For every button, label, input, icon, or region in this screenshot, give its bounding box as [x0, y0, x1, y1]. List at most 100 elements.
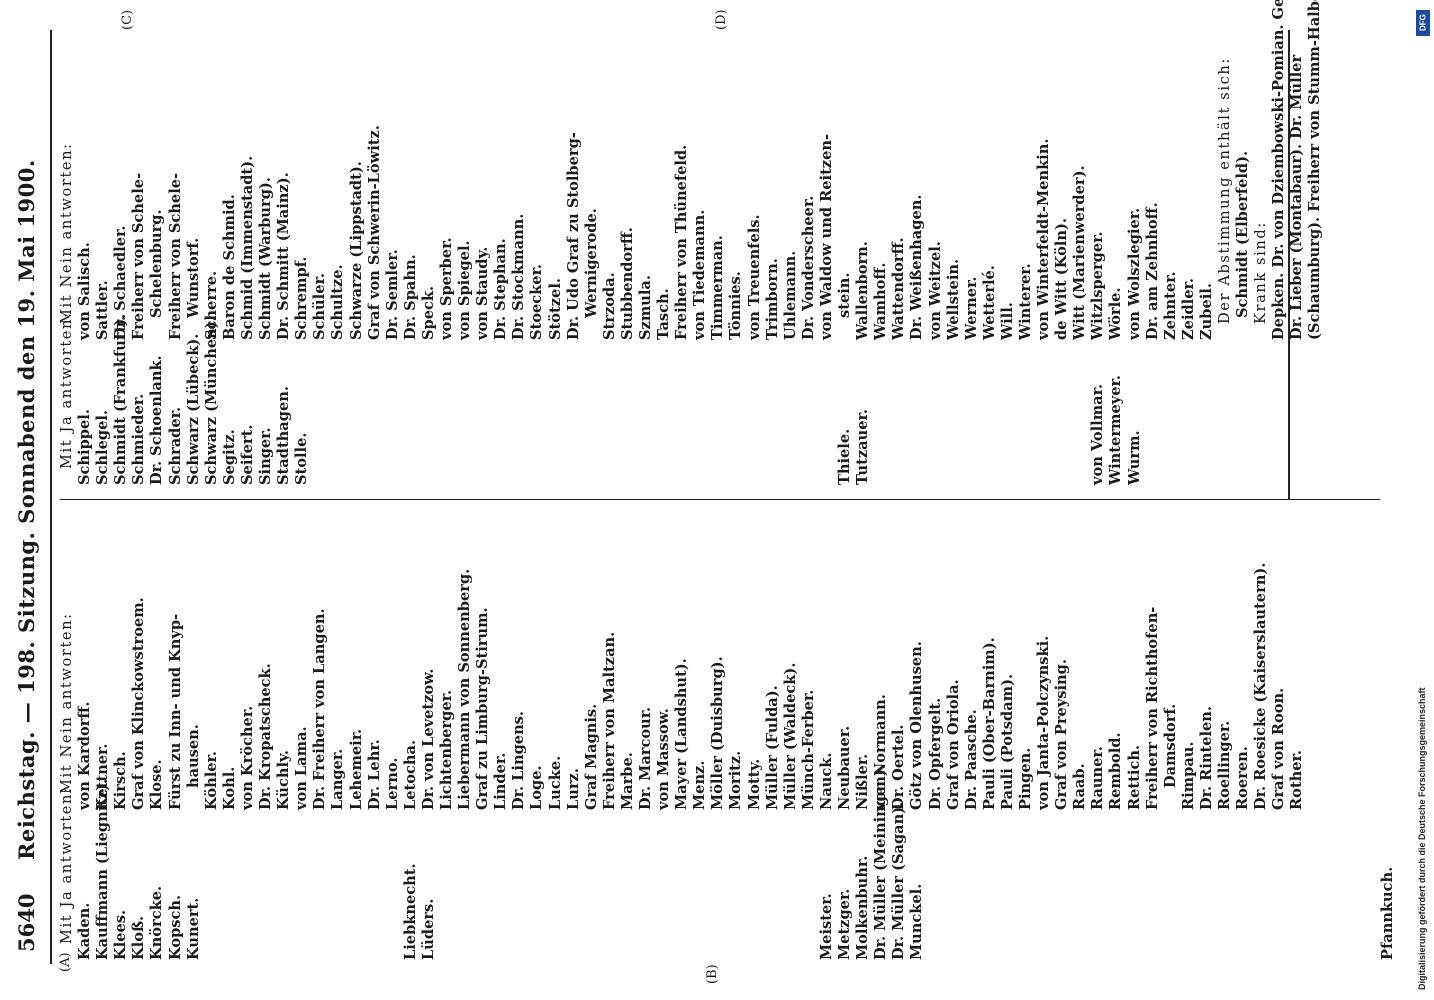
member-name: Lucke. — [546, 755, 564, 810]
member-name: Zehnter. — [1161, 271, 1179, 340]
member-name: Möller (Duisburg). — [709, 656, 727, 810]
member-name: Neubauer. — [836, 725, 854, 810]
member-name: Dr. Udo Graf zu Stolberg- — [564, 132, 582, 340]
member-name: von Salisch. — [76, 242, 94, 340]
member-name: Dr. Schmitt (Mainz). — [275, 172, 293, 340]
member-name: Marbe. — [618, 752, 636, 810]
member-name: Krank sind: — [1252, 221, 1270, 324]
member-name: Dr. Lingens. — [510, 711, 528, 810]
member-name: Dr. Roesicke (Kaiserslautern). — [1252, 562, 1270, 810]
member-name: von Weitzel. — [926, 241, 944, 340]
member-name: Münch-Ferber. — [799, 689, 817, 810]
member-name: Der Abstimmung enthält sich: — [1216, 57, 1233, 324]
member-name: Werner. — [962, 276, 980, 341]
member-name: Rimpau. — [1179, 741, 1197, 810]
member-name: Graf Magnis. — [582, 703, 600, 810]
member-name: Uhlemann. — [781, 250, 799, 340]
member-name: Schmidt (Elberfeld). — [1234, 150, 1252, 318]
member-name: Pingen. — [1016, 747, 1034, 810]
member-name: Freiherr von Schele- — [166, 172, 184, 340]
member-name: Sattler. — [94, 280, 112, 340]
member-name: von Kröcher. — [238, 705, 256, 810]
member-name: Nauck. — [817, 752, 835, 810]
member-name: Schmidt (Warburg). — [257, 177, 275, 340]
member-name: Dr. Semler. — [383, 249, 401, 340]
member-name: von Treuenfels. — [745, 214, 763, 340]
member-name: Schüler. — [311, 273, 329, 340]
member-name: Graf von Schwerin-Löwitz. — [365, 125, 383, 340]
member-name: von Janta-Polczynski. — [1035, 635, 1053, 810]
page-number: 5640 — [14, 893, 39, 952]
member-name: Rauner. — [1089, 746, 1107, 810]
blank-line — [1415, 175, 1433, 485]
member-name: Dr. von Levetzow. — [419, 668, 437, 810]
member-name: von Lama. — [293, 726, 311, 810]
member-name: Wallenborn. — [854, 241, 872, 340]
member-name: Freiherr von Maltzan. — [600, 631, 618, 810]
member-name: Schultze. — [329, 264, 347, 340]
member-name: Dr. Oertel. — [890, 724, 908, 810]
member-name: Pauli (Ober-Barnim). — [980, 637, 998, 810]
column-no-votes-right: Mit Nein antworten: von Salisch. Sattler. D… — [58, 0, 1325, 341]
member-name: von Kardorff. — [76, 701, 94, 810]
member-name: Kohl. — [220, 766, 238, 810]
member-name: Dr. Paasche. — [962, 709, 980, 810]
member-name: Graf von Roon. — [1270, 687, 1288, 810]
member-name: Graf von Preysing. — [1053, 659, 1071, 810]
blank-line — [1306, 650, 1324, 960]
member-name: Roeren. — [1234, 746, 1252, 810]
blank-line — [1397, 175, 1415, 485]
member-name: Depken. Dr. von Dziembowski-Pomian. Geck… — [1270, 0, 1288, 340]
blank-line — [1343, 175, 1361, 485]
member-name: Dr. Stockmann. — [510, 213, 528, 340]
member-name: Kirsch. — [112, 751, 130, 810]
member-name: Timmerman. — [709, 235, 727, 340]
member-name: von Spiegel. — [456, 240, 474, 340]
member-name: Nißler. — [854, 753, 872, 810]
member-name: Wörle. — [1107, 287, 1125, 340]
member-name: von Tiedemann. — [691, 209, 709, 340]
member-name: Dr. Freiherr von Langen. — [311, 608, 329, 810]
member-name: Pfannkuch. — [1378, 866, 1396, 960]
member-name: Menz. — [691, 760, 709, 810]
member-name: von Staudy. — [474, 246, 492, 340]
member-name: Wattendorff. — [890, 237, 908, 340]
member-name: Müller (Waldeck). — [781, 662, 799, 810]
member-name: Raab. — [1071, 763, 1089, 810]
member-name: Will. — [998, 302, 1016, 340]
member-name: von Waldow und Reitzen- — [817, 133, 835, 340]
member-name: Winterer. — [1016, 263, 1034, 340]
member-name: Scherre. — [202, 270, 220, 340]
member-name: Dr. Marcour. — [637, 706, 654, 810]
member-name: Zeidler. — [1179, 278, 1197, 340]
member-name: de Witt (Köln). — [1053, 218, 1071, 340]
member-name: Küchly. — [275, 750, 293, 810]
member-name: stein. — [836, 272, 854, 318]
member-name: Dr. Opfergelt. — [926, 697, 944, 810]
dfg-logo: DFG — [1416, 10, 1430, 36]
member-name: Köhler. — [202, 751, 220, 810]
member-name: Freiherr von Richthofen- — [1143, 606, 1161, 810]
member-name: Lehemeir. — [347, 728, 365, 810]
right-bottom-rule — [1288, 30, 1290, 500]
member-name: Wunstorf. — [184, 237, 202, 318]
blank-line — [1325, 650, 1343, 960]
member-name: Dr. am Zehnhoff. — [1143, 202, 1161, 340]
member-name: Roellinger. — [1216, 720, 1233, 810]
member-name: Moritz. — [727, 750, 745, 810]
member-name: Rettich. — [1125, 744, 1143, 810]
member-name: Letocha. — [401, 739, 419, 810]
member-name: Speck. — [419, 285, 437, 340]
member-name: Stubbendorff. — [618, 227, 636, 340]
member-name: Wellstein. — [944, 258, 962, 340]
member-name: Rother. — [1288, 750, 1306, 810]
page-header: 5640 Reichstag. — 198. Sitzung. Sonnaben… — [12, 20, 52, 980]
member-name: Lichtenberger. — [437, 689, 455, 810]
blank-line — [1361, 175, 1379, 485]
member-name: von Normann. — [872, 694, 890, 810]
member-name: Stötzel. — [546, 278, 564, 340]
member-name: hausen. — [184, 724, 202, 788]
member-name: Langer. — [329, 748, 347, 810]
member-name: Dr. Schaedler. — [112, 225, 130, 340]
member-name: Dr. Vonderscheer. — [799, 195, 817, 340]
